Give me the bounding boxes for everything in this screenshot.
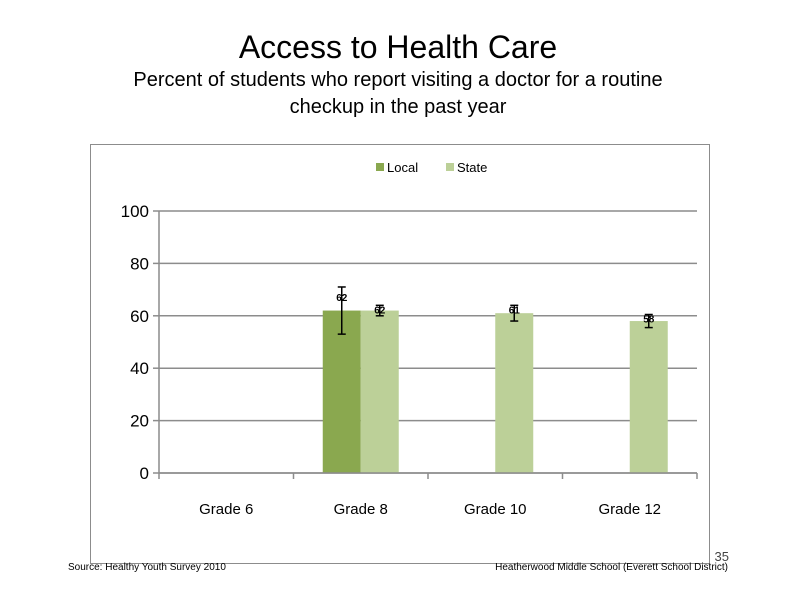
y-tick-label: 0	[140, 464, 149, 483]
data-label: 62	[336, 293, 348, 304]
slide-title: Access to Health Care	[238, 29, 558, 65]
y-tick-label: 40	[130, 359, 149, 378]
bar-local-grade-8	[322, 310, 361, 473]
slide-number: 35	[714, 549, 729, 564]
y-tick-label: 20	[130, 412, 149, 431]
legend-swatch-local	[376, 163, 384, 171]
data-label: 62	[374, 305, 386, 316]
source-note: Source: Healthy Youth Survey 2010	[68, 562, 226, 573]
y-tick-label: 80	[130, 254, 149, 273]
chart-frame: 0 20 40 60 80 100 Grade 6 Grade 8 Grade 10 Grade …	[90, 144, 710, 564]
x-tick-label: Grade 12	[598, 501, 661, 518]
legend-label-local: Local	[387, 160, 418, 175]
y-tick-label: 100	[121, 202, 149, 221]
data-label: 58	[643, 314, 655, 325]
slide-subtitle: Percent of students who report visiting …	[133, 69, 663, 118]
bar-chart: 0 20 40 60 80 100 Grade 6 Grade 8 Grade 10 Grade …	[121, 160, 698, 518]
legend-swatch-state	[446, 163, 454, 171]
bar-state-grade-12	[629, 321, 668, 473]
x-tick-label: Grade 6	[199, 501, 253, 518]
x-tick-label: Grade 10	[464, 501, 527, 518]
data-label: 61	[509, 305, 521, 316]
school-footer: Heatherwood Middle School (Everett Schoo…	[495, 562, 728, 573]
x-tick-label: Grade 8	[334, 501, 388, 518]
bar-state-grade-8	[360, 310, 399, 473]
y-tick-label: 60	[130, 307, 149, 326]
bar-state-grade-10	[495, 313, 534, 473]
legend-label-state: State	[457, 160, 487, 175]
